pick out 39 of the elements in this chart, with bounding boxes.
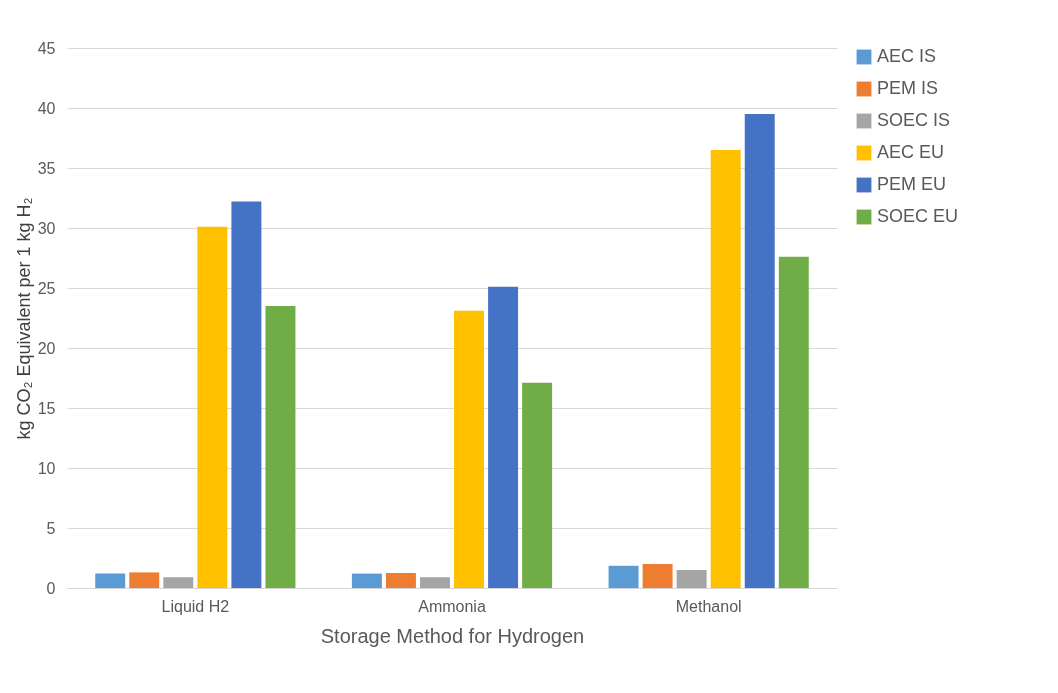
legend-label: SOEC IS [877,110,951,130]
bar [488,286,519,588]
y-tick-label: 20 [37,339,56,357]
legend-label: SOEC EU [877,206,959,226]
x-tick-label: Liquid H2 [161,597,230,615]
bar [351,573,382,588]
bar [744,114,775,588]
bar [197,226,228,588]
bar [385,573,416,588]
x-tick-label: Ammonia [418,597,486,615]
x-axis-title: Storage Method for Hydrogen [320,624,585,647]
y-tick-label: 40 [37,99,56,117]
y-tick-label: 0 [46,579,56,597]
legend-label: PEM IS [877,78,939,98]
y-tick-label: 10 [37,459,56,477]
y-tick-label: 35 [37,159,56,177]
bar [265,306,296,588]
legend-label: AEC IS [877,46,937,66]
bar [129,572,160,588]
bar [231,201,262,588]
bar [710,150,741,588]
bar [778,256,809,588]
y-tick-label: 25 [37,279,56,297]
y-tick-label: 5 [46,519,56,537]
bar [676,570,707,588]
y-axis-title: kg CO₂ Equivalent per 1 kg H₂ [13,197,34,440]
bar [420,577,450,588]
y-tick-label: 30 [37,219,56,237]
bar [163,577,194,588]
bar [608,565,639,588]
bar [642,564,673,588]
bar [522,382,553,588]
bar [454,310,484,588]
bar [95,573,126,588]
y-tick-label: 45 [37,39,56,57]
legend-label: PEM EU [877,174,947,194]
legend-label: AEC EU [877,142,945,162]
y-tick-label: 15 [37,399,56,417]
x-tick-label: Methanol [675,597,742,615]
